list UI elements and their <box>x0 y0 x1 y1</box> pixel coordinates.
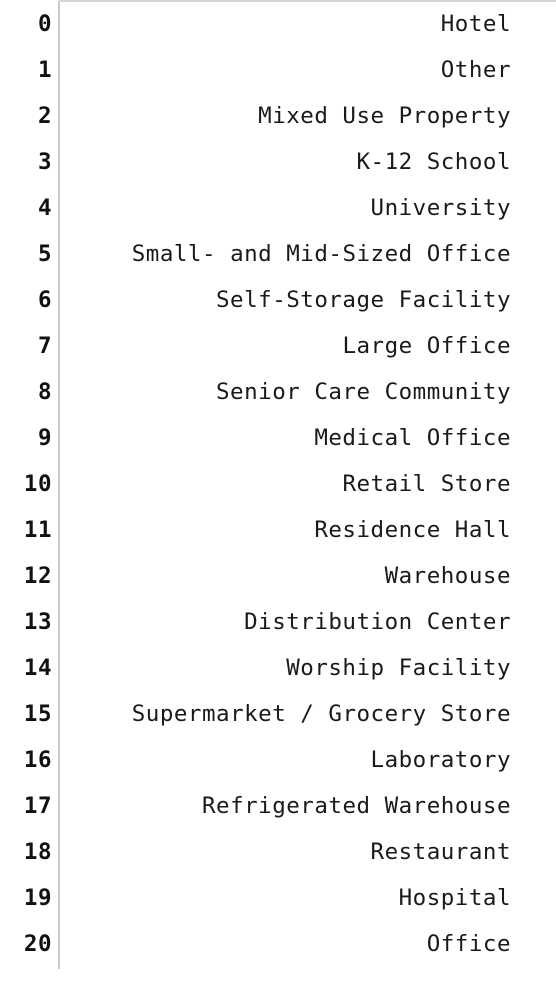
series-row: 11 Residence Hall <box>0 507 556 553</box>
series-row: 1 Other <box>0 47 556 93</box>
row-index: 6 <box>37 287 52 313</box>
row-value: Warehouse <box>384 563 511 589</box>
series-row: 3 K-12 School <box>0 139 556 185</box>
index-divider <box>58 1 60 969</box>
series-row: 15 Supermarket / Grocery Store <box>0 691 556 737</box>
row-index: 9 <box>37 425 52 451</box>
row-value: University <box>370 195 511 221</box>
row-index: 10 <box>23 471 52 497</box>
row-value: Mixed Use Property <box>258 103 511 129</box>
series-row: 16 Laboratory <box>0 737 556 783</box>
row-value: K-12 School <box>356 149 511 175</box>
row-index: 17 <box>23 793 52 819</box>
series-row: 9 Medical Office <box>0 415 556 461</box>
row-index: 8 <box>37 379 52 405</box>
row-value: Hospital <box>398 885 511 911</box>
row-value: Residence Hall <box>314 517 511 543</box>
series-row: 7 Large Office <box>0 323 556 369</box>
series-row: 19 Hospital <box>0 875 556 921</box>
row-index: 14 <box>23 655 52 681</box>
row-value: Other <box>440 57 511 83</box>
row-index: 13 <box>23 609 52 635</box>
row-value: Supermarket / Grocery Store <box>131 701 511 727</box>
series-row: 17 Refrigerated Warehouse <box>0 783 556 829</box>
row-index: 20 <box>23 931 52 957</box>
series-row: 14 Worship Facility <box>0 645 556 691</box>
row-value: Worship Facility <box>286 655 511 681</box>
row-value: Refrigerated Warehouse <box>201 793 511 819</box>
series-row: 20 Office <box>0 921 556 967</box>
row-value: Senior Care Community <box>216 379 511 405</box>
row-index: 1 <box>37 57 52 83</box>
row-index: 11 <box>23 517 52 543</box>
row-value: Self-Storage Facility <box>216 287 511 313</box>
series-row: 18 Restaurant <box>0 829 556 875</box>
row-value: Office <box>426 931 511 957</box>
row-value: Hotel <box>440 11 511 37</box>
row-value: Retail Store <box>342 471 511 497</box>
row-value: Distribution Center <box>244 609 511 635</box>
row-value: Small- and Mid-Sized Office <box>131 241 511 267</box>
series-row: 0 Hotel <box>0 1 556 47</box>
row-index: 12 <box>23 563 52 589</box>
row-index: 18 <box>23 839 52 865</box>
row-index: 16 <box>23 747 52 773</box>
series-row: 10 Retail Store <box>0 461 556 507</box>
row-value: Medical Office <box>314 425 511 451</box>
row-index: 5 <box>37 241 52 267</box>
series-row: 4 University <box>0 185 556 231</box>
series-row: 6 Self-Storage Facility <box>0 277 556 323</box>
series-row: 13 Distribution Center <box>0 599 556 645</box>
row-index: 19 <box>23 885 52 911</box>
row-index: 0 <box>37 11 52 37</box>
row-index: 7 <box>37 333 52 359</box>
series-row: 2 Mixed Use Property <box>0 93 556 139</box>
row-value: Restaurant <box>370 839 511 865</box>
row-index: 2 <box>37 103 52 129</box>
series-row: 12 Warehouse <box>0 553 556 599</box>
series-row: 5 Small- and Mid-Sized Office <box>0 231 556 277</box>
row-index: 4 <box>37 195 52 221</box>
output-top-rule <box>59 0 556 2</box>
row-value: Laboratory <box>370 747 511 773</box>
series-row: 8 Senior Care Community <box>0 369 556 415</box>
row-value: Large Office <box>342 333 511 359</box>
row-index: 15 <box>23 701 52 727</box>
row-index: 3 <box>37 149 52 175</box>
